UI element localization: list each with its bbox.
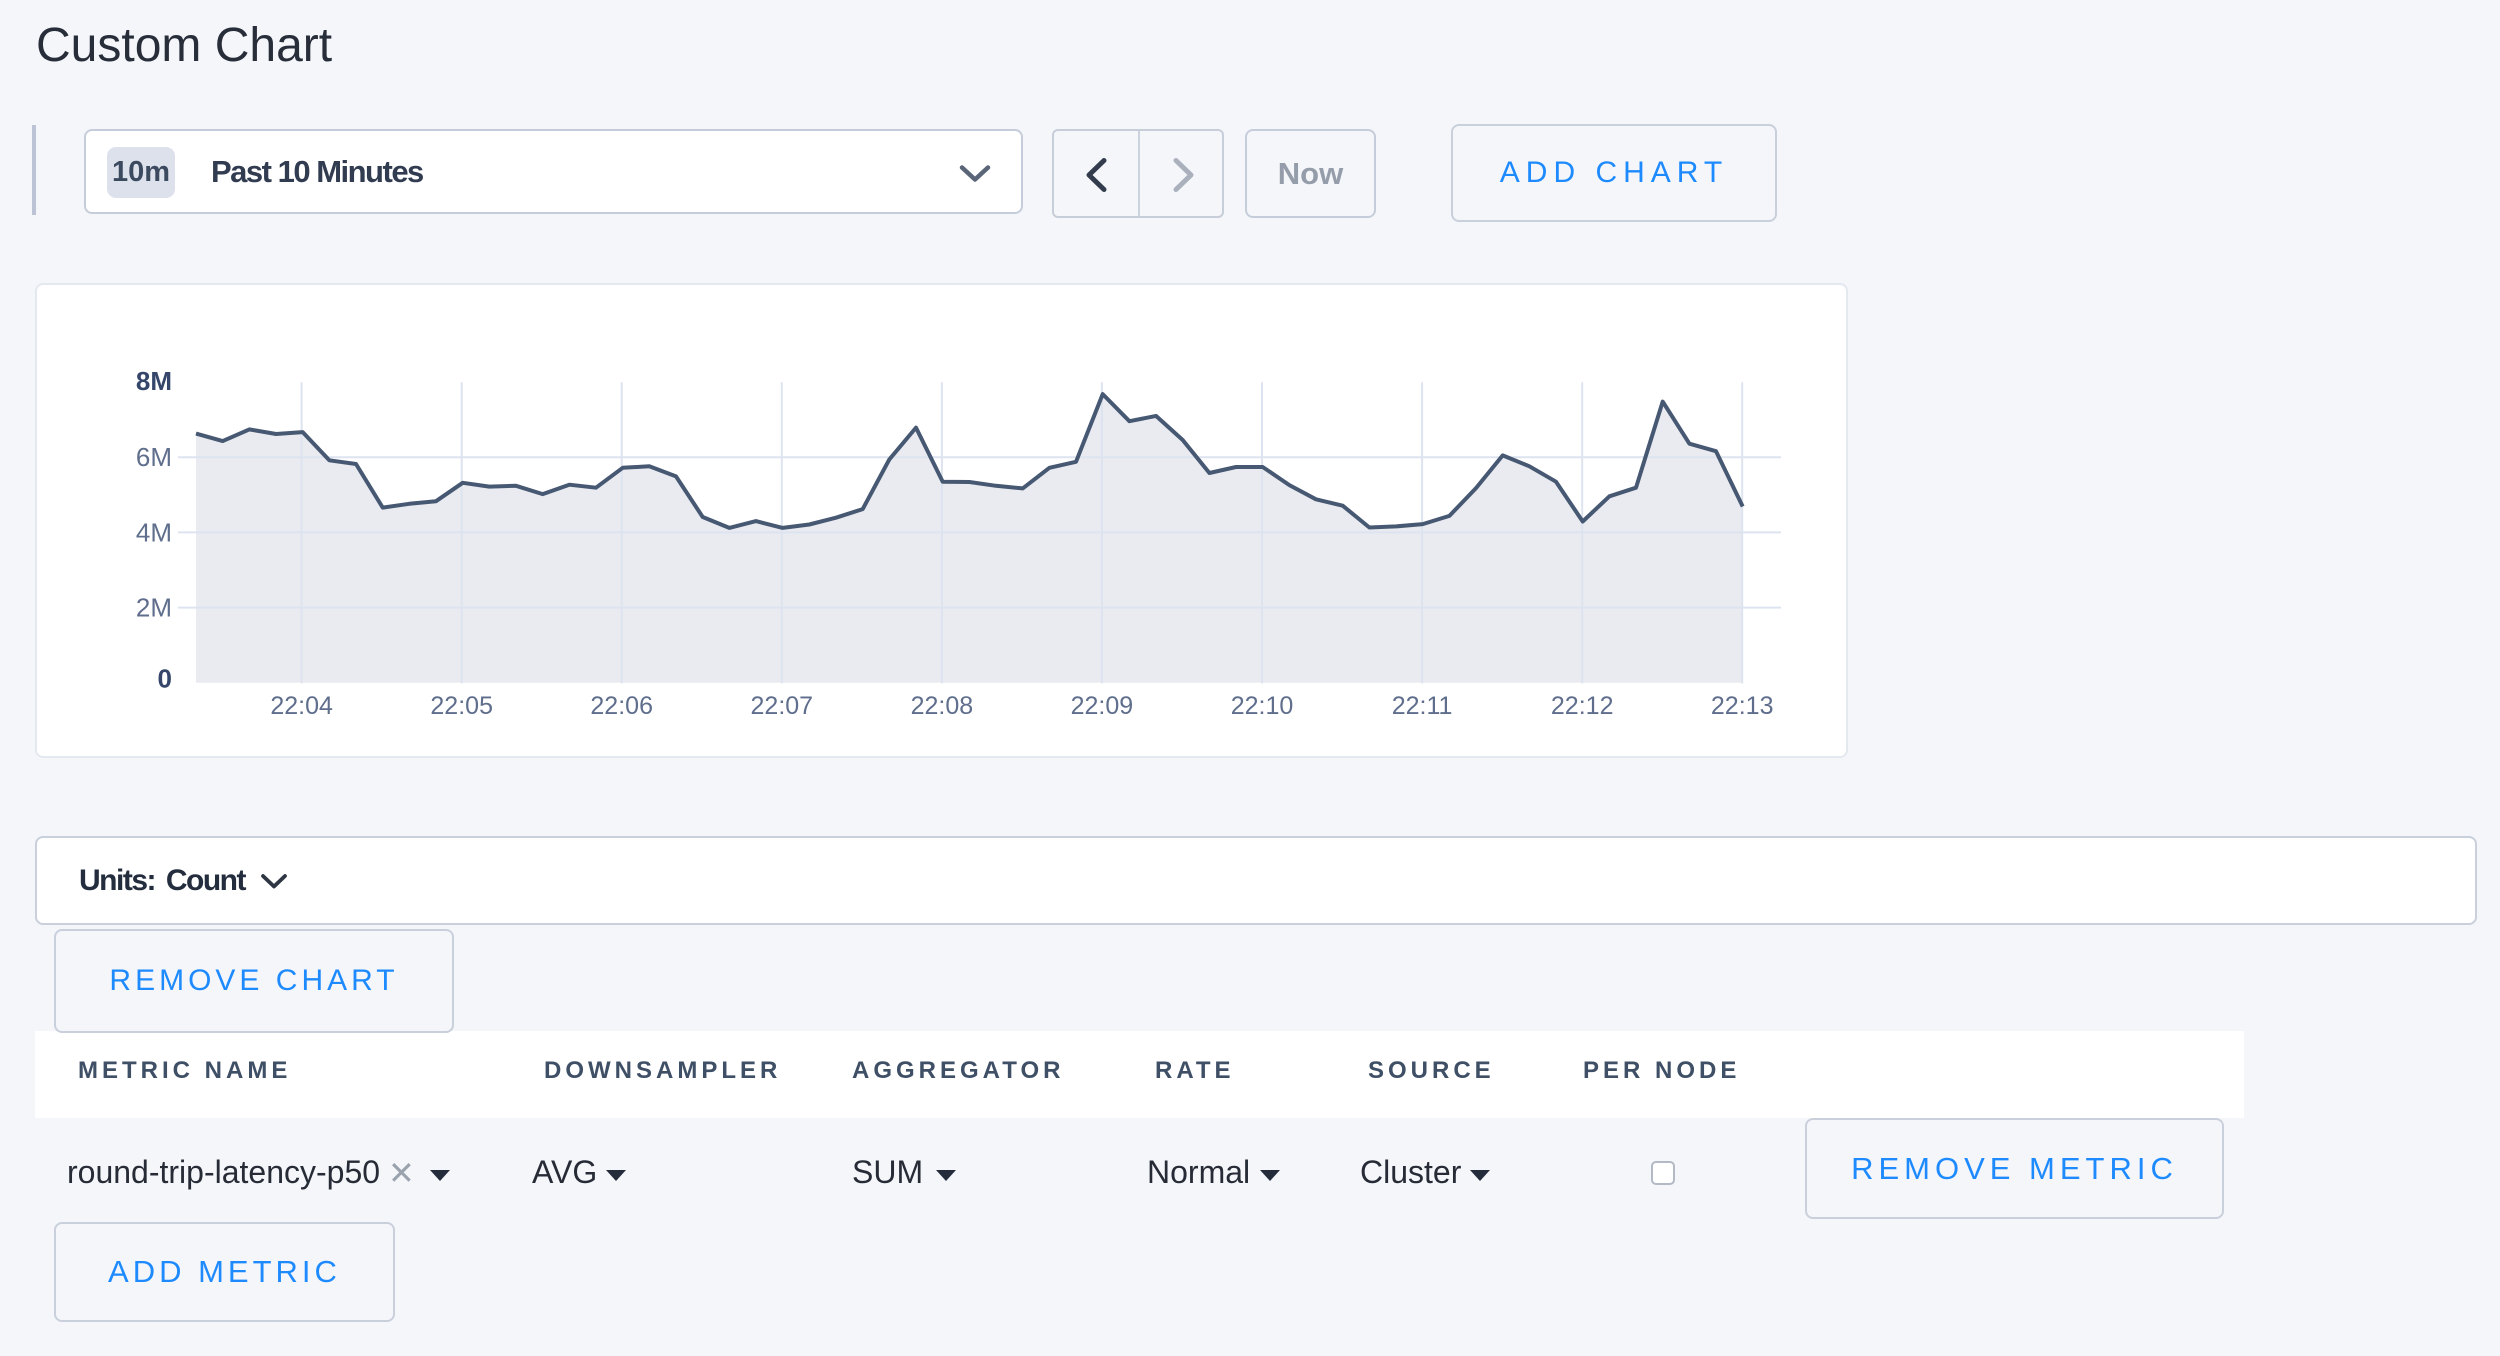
svg-text:22:13: 22:13 — [1711, 692, 1774, 720]
svg-text:8M: 8M — [136, 366, 172, 396]
svg-text:22:10: 22:10 — [1231, 692, 1294, 720]
svg-text:2M: 2M — [136, 593, 172, 623]
svg-text:22:07: 22:07 — [751, 692, 814, 720]
svg-text:4M: 4M — [136, 517, 172, 547]
svg-text:22:06: 22:06 — [590, 692, 653, 720]
svg-text:22:09: 22:09 — [1071, 692, 1134, 720]
svg-text:6M: 6M — [136, 442, 172, 472]
svg-text:22:04: 22:04 — [270, 692, 333, 720]
svg-text:0: 0 — [158, 664, 172, 694]
svg-text:22:08: 22:08 — [911, 692, 974, 720]
svg-text:22:12: 22:12 — [1551, 692, 1614, 720]
svg-text:22:11: 22:11 — [1392, 692, 1453, 720]
svg-text:22:05: 22:05 — [430, 692, 493, 720]
